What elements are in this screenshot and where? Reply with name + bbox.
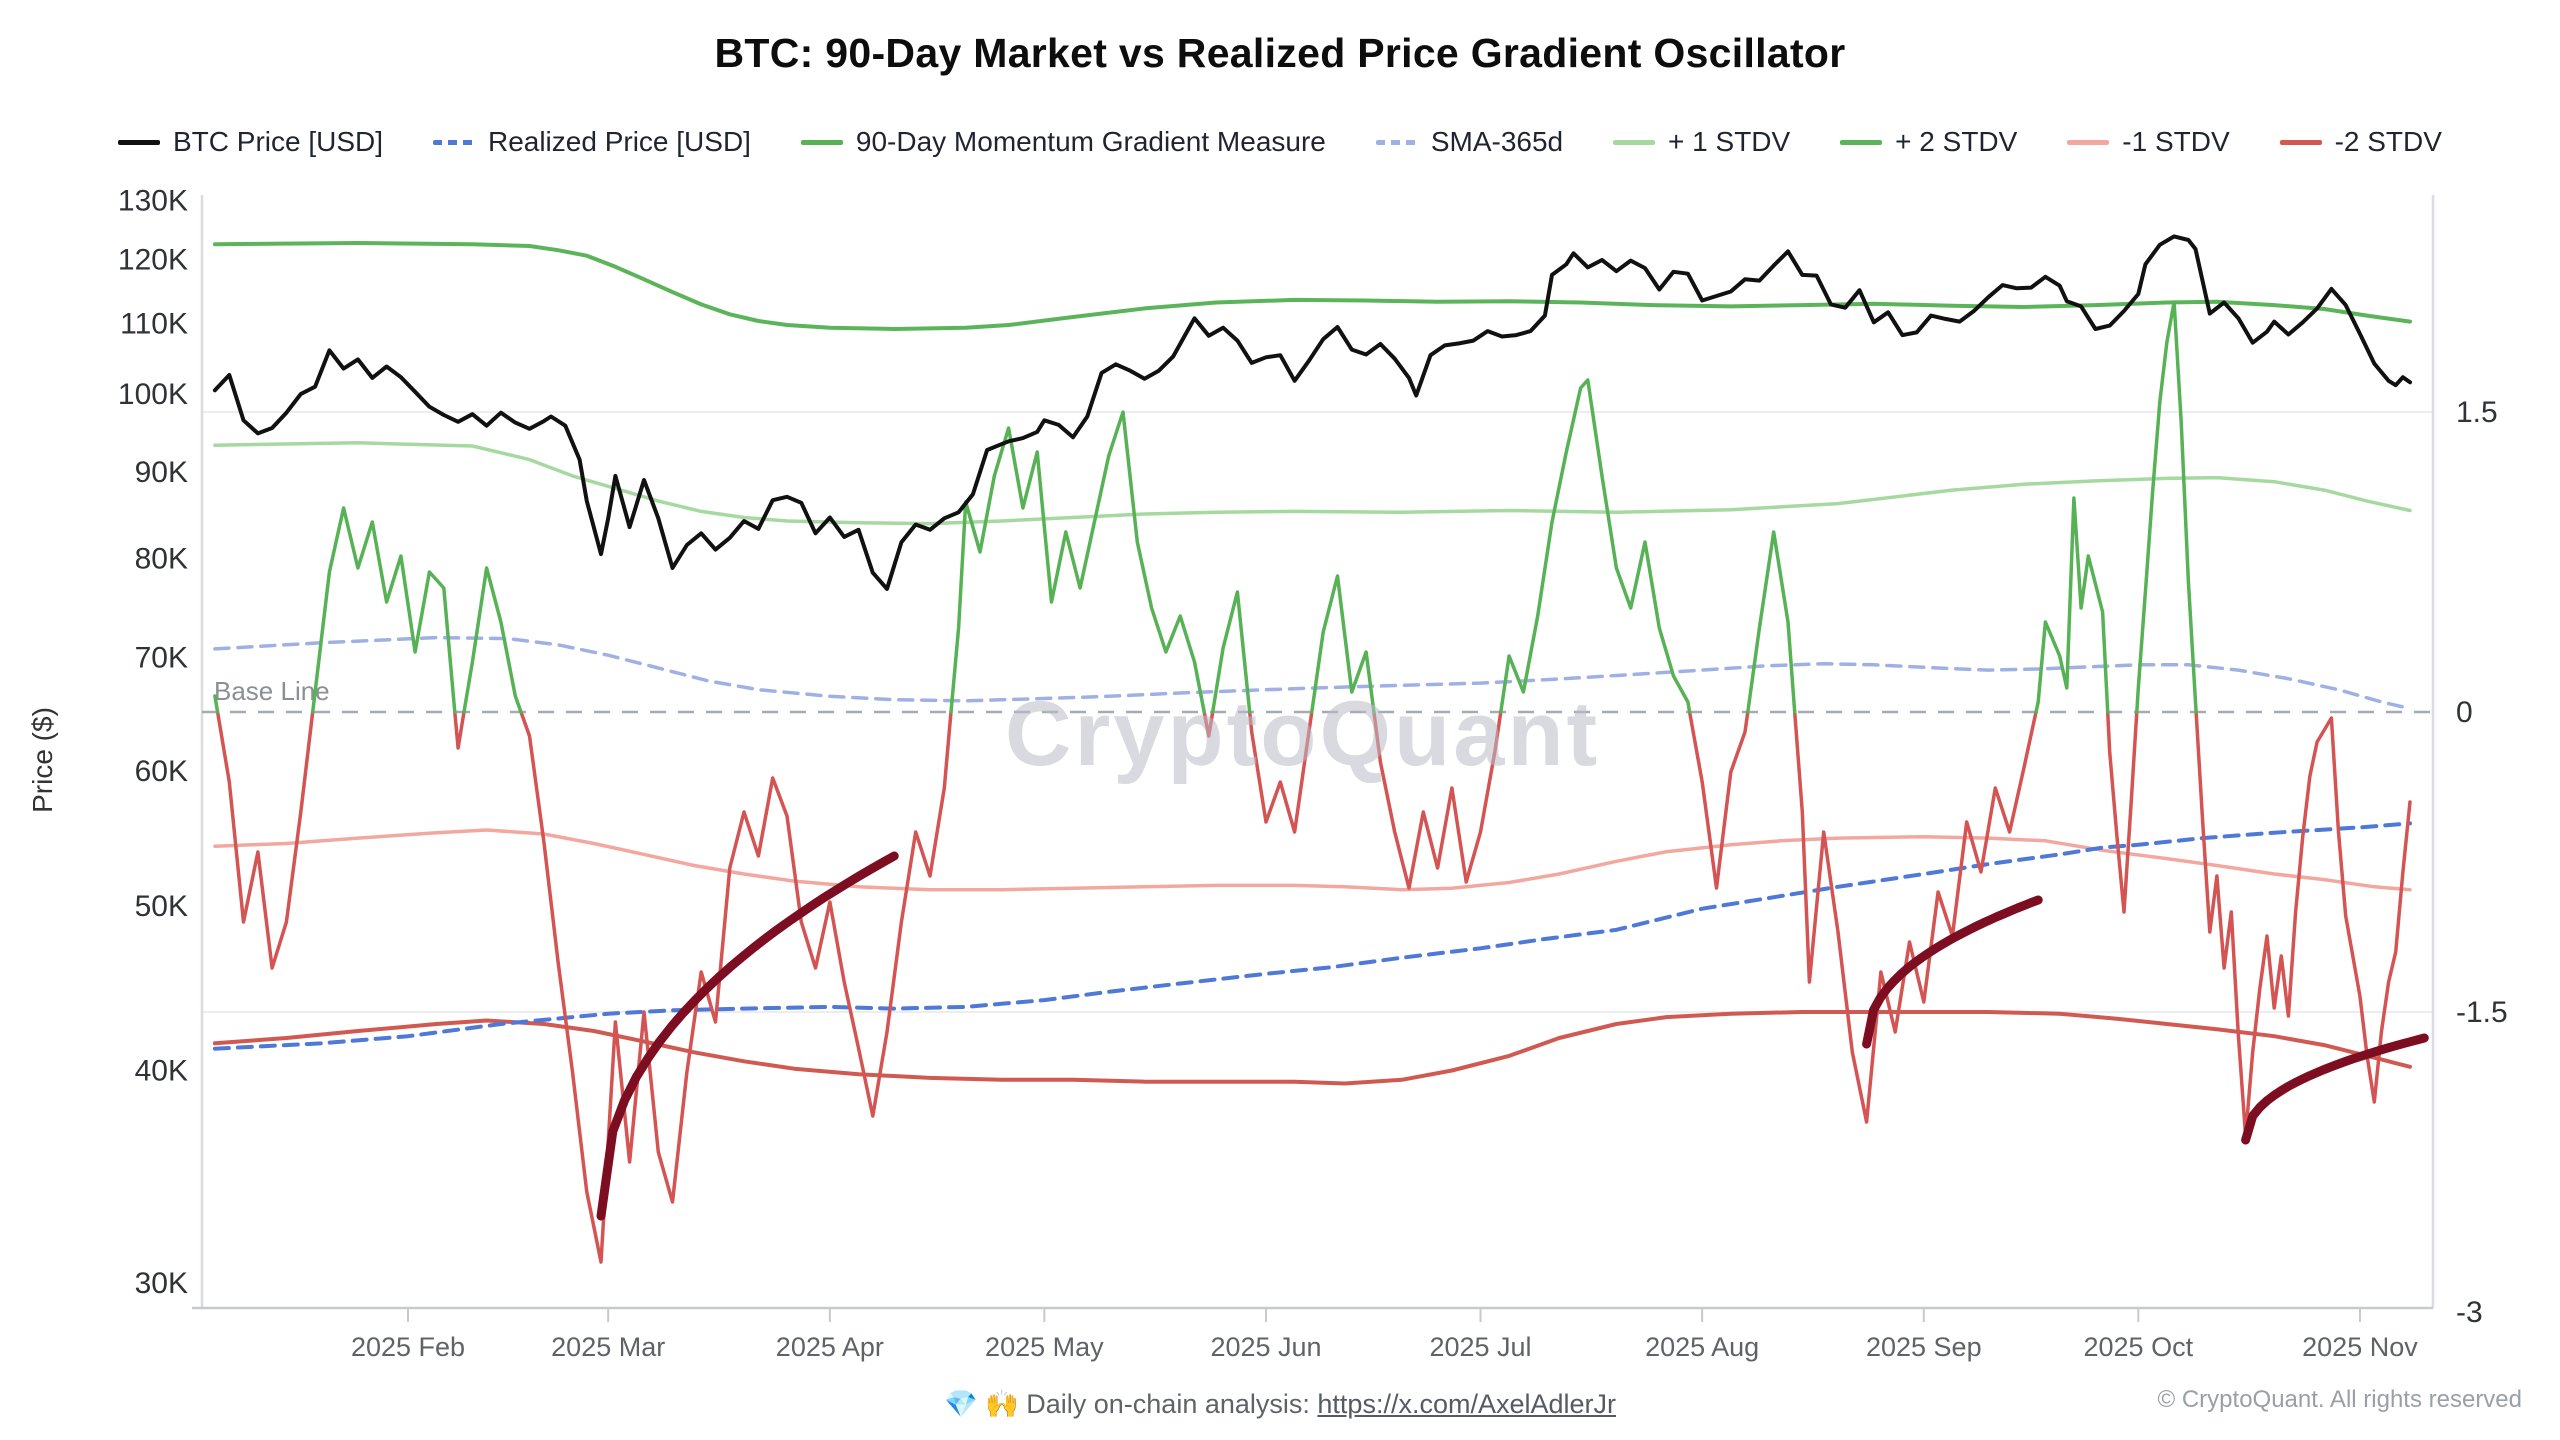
- series-minus2-stdv-line: [212, 1010, 2412, 1086]
- series-momentum-oscillator-negative: [1372, 710, 1503, 890]
- series-momentum-oscillator-negative: [1247, 710, 1314, 834]
- legend-marker-icon: [800, 139, 843, 145]
- series-sma-365d-line: [213, 635, 2412, 711]
- x-axis-tick-label: 2025 Mar: [551, 1332, 665, 1362]
- x-axis-tick-label: 2025 Jul: [1429, 1332, 1531, 1362]
- series-momentum-oscillator-positive: [310, 506, 457, 714]
- trend-curve-1: [596, 851, 899, 1221]
- series-momentum-oscillator-positive: [213, 694, 220, 714]
- series-plus1-stdv-line: [213, 441, 2412, 526]
- series-momentum-oscillator-negative: [2105, 710, 2139, 914]
- chart-title: BTC: 90-Day Market vs Realized Price Gra…: [714, 30, 1846, 76]
- y-axis-tick-label: 50K: [135, 890, 188, 923]
- legend-item-4[interactable]: + 1 STDV: [1613, 126, 1790, 158]
- x-axis-tick-label: 2025 Nov: [2302, 1332, 2418, 1362]
- series-momentum-oscillator-negative: [519, 710, 953, 1264]
- osc-axis-tick-label: -3: [2456, 1296, 2483, 1329]
- x-axis-tick-label: 2025 Feb: [351, 1332, 465, 1362]
- y-axis-tick-label: 130K: [118, 184, 188, 217]
- series-momentum-oscillator-negative: [1687, 710, 1750, 890]
- osc-axis-tick-label: -1.5: [2456, 996, 2508, 1029]
- series-momentum-oscillator-positive: [1210, 590, 1252, 714]
- series-momentum-oscillator-negative: [2194, 710, 2412, 1138]
- footer-text: Daily on-chain analysis:: [1026, 1389, 1310, 1419]
- legend-marker-icon: [1840, 139, 1883, 145]
- copyright-notice: © CryptoQuant. All rights reserved: [2157, 1386, 2523, 1413]
- legend-item-5[interactable]: + 2 STDV: [1840, 126, 2017, 158]
- x-axis-tick-label: 2025 Jun: [1210, 1332, 1321, 1362]
- x-axis-tick-label: 2025 May: [985, 1332, 1104, 1362]
- osc-axis-tick-label: 0: [2456, 696, 2473, 729]
- legend-label: SMA-365d: [1430, 126, 1564, 157]
- x-axis-tick-label: 2025 Aug: [1645, 1332, 1759, 1362]
- y-axis-tick-label: 40K: [135, 1054, 188, 1087]
- osc-axis-tick-label: 1.5: [2456, 396, 2498, 429]
- series-momentum-oscillator-positive: [949, 410, 1206, 714]
- series-btc-price-line: [212, 234, 2412, 591]
- y-axis-tick-label: 120K: [118, 243, 188, 276]
- x-axis-tick-label: 2025 Sep: [1866, 1332, 1982, 1362]
- legend-label: Realized Price [USD]: [487, 126, 751, 157]
- footer-emoji: 💎 🙌: [943, 1389, 1019, 1419]
- legend-label: + 1 STDV: [1668, 126, 1791, 157]
- series-momentum-oscillator-positive: [462, 566, 523, 714]
- legend-item-7[interactable]: -2 STDV: [2279, 126, 2442, 158]
- series-plus2-stdv-line: [212, 241, 2412, 331]
- legend-item-1[interactable]: Realized Price [USD]: [432, 126, 751, 158]
- trend-curve-3: [2241, 1033, 2429, 1145]
- legend-label: + 2 STDV: [1895, 126, 2018, 157]
- legend-marker-icon: [432, 139, 475, 145]
- series-momentum-oscillator-negative: [453, 710, 466, 750]
- y-axis-title: Price ($): [27, 707, 58, 813]
- legend-marker-icon: [2067, 139, 2110, 145]
- series-momentum-oscillator-positive: [1499, 378, 1692, 714]
- legend-item-6[interactable]: -1 STDV: [2067, 126, 2230, 158]
- series-momentum-oscillator-positive: [1310, 574, 1376, 714]
- series-momentum-oscillator-negative: [1202, 710, 1215, 738]
- y-axis-tick-label: 80K: [135, 543, 188, 576]
- x-axis-tick-label: 2025 Apr: [776, 1332, 884, 1362]
- legend-label: 90-Day Momentum Gradient Measure: [855, 126, 1326, 157]
- trend-curve-2: [1862, 895, 2043, 1049]
- series-realized-price-line: [212, 821, 2412, 1051]
- y-axis-tick-label: 90K: [135, 456, 188, 489]
- series-momentum-oscillator-negative: [1792, 710, 2038, 1124]
- footer: 💎 🙌 Daily on-chain analysis: https://x.c…: [0, 1388, 2560, 1420]
- x-axis-tick-label: 2025 Oct: [2084, 1332, 2194, 1362]
- legend-label: BTC Price [USD]: [173, 126, 384, 157]
- legend-item-3[interactable]: SMA-365d: [1375, 126, 1564, 158]
- series-momentum-oscillator-positive: [2034, 496, 2110, 714]
- series-momentum-oscillator-positive: [2135, 300, 2198, 714]
- legend-marker-icon: [1613, 139, 1656, 145]
- series-momentum-oscillator-negative: [215, 710, 315, 970]
- legend-marker-icon: [118, 139, 160, 145]
- legend-marker-icon: [1375, 139, 1418, 145]
- y-axis-tick-label: 100K: [118, 378, 188, 411]
- legend-marker-icon: [2279, 139, 2322, 145]
- series-momentum-oscillator-positive: [1746, 530, 1797, 714]
- legend-label: -1 STDV: [2122, 126, 2230, 157]
- legend-item-0[interactable]: BTC Price [USD]: [118, 126, 383, 158]
- y-axis-tick-label: 70K: [135, 641, 188, 674]
- baseline-label: Base Line: [214, 676, 330, 706]
- cryptoquant-watermark: CryptoQuant: [1005, 683, 1601, 785]
- y-axis-tick-label: 110K: [120, 308, 188, 341]
- y-axis-tick-label: 60K: [135, 755, 188, 788]
- legend: BTC Price [USD] Realized Price [USD] 90-Da…: [0, 126, 2560, 158]
- y-axis-tick-label: 30K: [135, 1267, 188, 1300]
- footer-link[interactable]: https://x.com/AxelAdlerJr: [1317, 1389, 1617, 1419]
- legend-label: -2 STDV: [2334, 126, 2442, 157]
- legend-item-2[interactable]: 90-Day Momentum Gradient Measure: [800, 126, 1326, 158]
